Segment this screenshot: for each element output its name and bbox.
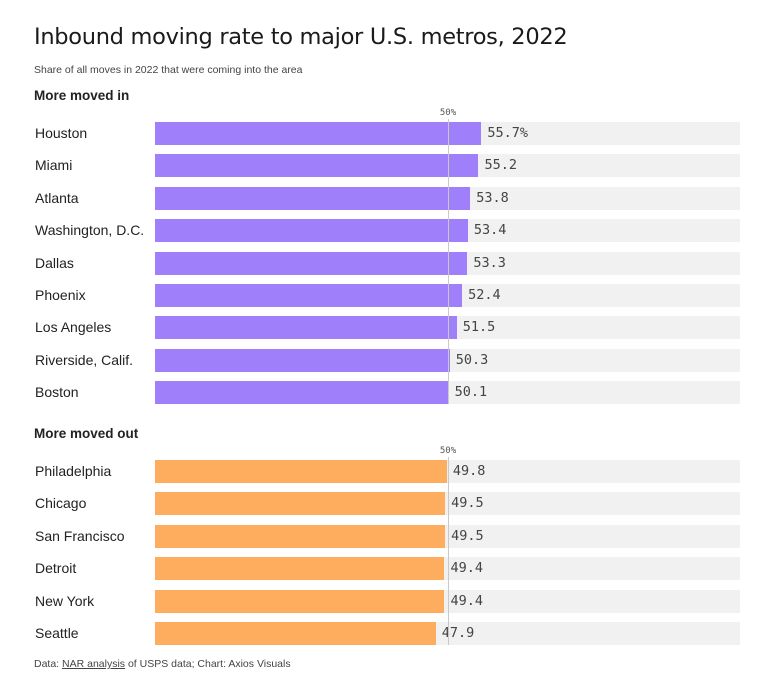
category-label: Detroit: [35, 560, 77, 577]
category-label: Atlanta: [35, 189, 79, 206]
category-label: Los Angeles: [35, 319, 112, 336]
bar-row: Chicago 49.5: [0, 492, 783, 516]
bar-moved-in: [155, 251, 468, 275]
bar-row: San Francisco 49.5: [0, 524, 783, 548]
value-label: 47.9: [441, 625, 475, 641]
bar-moved-in: [155, 154, 479, 178]
bar-moved-out: [155, 492, 446, 516]
value-label: 49.4: [450, 592, 483, 609]
category-label: Chicago: [35, 495, 87, 512]
category-label: Phoenix: [35, 287, 86, 303]
value-label: 53.8: [476, 189, 509, 206]
section-heading-moved-in: More moved in: [34, 88, 130, 103]
bar-row: Seattle 47.9: [0, 622, 783, 645]
value-label: 53.3: [473, 254, 506, 271]
bar-row: Atlanta 53.8: [0, 186, 783, 210]
category-label: San Francisco: [35, 527, 125, 544]
reference-label-moved-out: 50%: [439, 446, 457, 456]
value-label: 52.4: [468, 287, 501, 303]
section-heading-moved-out: More moved out: [34, 426, 139, 441]
bar-moved-out: [155, 524, 446, 548]
category-label: Riverside, Calif.: [35, 351, 134, 368]
category-label: New York: [35, 592, 95, 609]
bar-row: Boston 50.1: [0, 381, 783, 405]
bar-row: Riverside, Calif. 50.3: [0, 348, 783, 372]
bar-moved-out: [155, 622, 436, 645]
bar-row: Washington, D.C. 53.4: [0, 219, 783, 243]
bar-row: New York 49.4: [0, 589, 783, 613]
bar-row: Miami 55.2: [0, 154, 783, 178]
value-label: 49.4: [450, 560, 483, 577]
bar-moved-in: [155, 186, 471, 210]
source-link[interactable]: NAR analysis: [62, 658, 126, 670]
bar-moved-in: [155, 348, 450, 372]
value-label: 50.1: [454, 384, 488, 401]
category-label: Seattle: [35, 625, 79, 641]
bar-row: Dallas 53.3: [0, 251, 783, 275]
source-prefix: Data:: [34, 658, 63, 670]
reference-line-moved-out: [448, 457, 449, 645]
category-label: Boston: [35, 384, 79, 401]
category-label: Miami: [35, 157, 73, 174]
value-label: 49.8: [452, 463, 486, 479]
category-label: Washington, D.C.: [35, 222, 145, 239]
value-label: 49.5: [451, 527, 484, 544]
bar-row: Phoenix 52.4: [0, 284, 783, 307]
bar-moved-in: [155, 284, 463, 307]
reference-label-moved-in: 50%: [439, 108, 457, 118]
bar-row: Detroit 49.4: [0, 557, 783, 581]
bar-moved-in: [155, 122, 482, 145]
bar-moved-in: [155, 219, 468, 243]
bar-moved-in: [155, 381, 449, 405]
bar-moved-out: [155, 557, 445, 581]
value-label: 55.2: [484, 157, 517, 174]
value-label: 55.7%: [487, 125, 529, 141]
bar-row: Philadelphia 49.8: [0, 460, 783, 483]
bar-moved-out: [155, 460, 447, 483]
value-label: 53.4: [473, 222, 507, 239]
value-label: 49.5: [451, 495, 484, 512]
bar-moved-in: [155, 316, 457, 340]
category-label: Houston: [35, 125, 88, 141]
bar-moved-out: [155, 589, 445, 613]
value-label: 50.3: [455, 351, 489, 368]
chart-subtitle: Share of all moves in 2022 that were com…: [34, 64, 303, 76]
source-suffix: of USPS data; Chart: Axios Visuals: [125, 658, 291, 670]
bar-row: Los Angeles 51.5: [0, 316, 783, 340]
category-label: Philadelphia: [35, 463, 112, 479]
value-label: 51.5: [462, 319, 496, 336]
category-label: Dallas: [35, 254, 74, 271]
source-note: Data: NAR analysis of USPS data; Chart: …: [34, 658, 291, 670]
reference-line-moved-in: [448, 119, 449, 405]
bar-row: Houston 55.7%: [0, 122, 783, 145]
chart-title: Inbound moving rate to major U.S. metros…: [34, 24, 568, 50]
